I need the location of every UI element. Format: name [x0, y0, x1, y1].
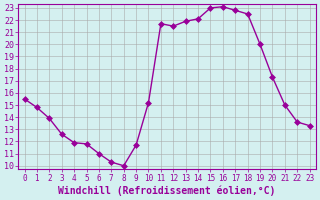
X-axis label: Windchill (Refroidissement éolien,°C): Windchill (Refroidissement éolien,°C) — [58, 185, 276, 196]
